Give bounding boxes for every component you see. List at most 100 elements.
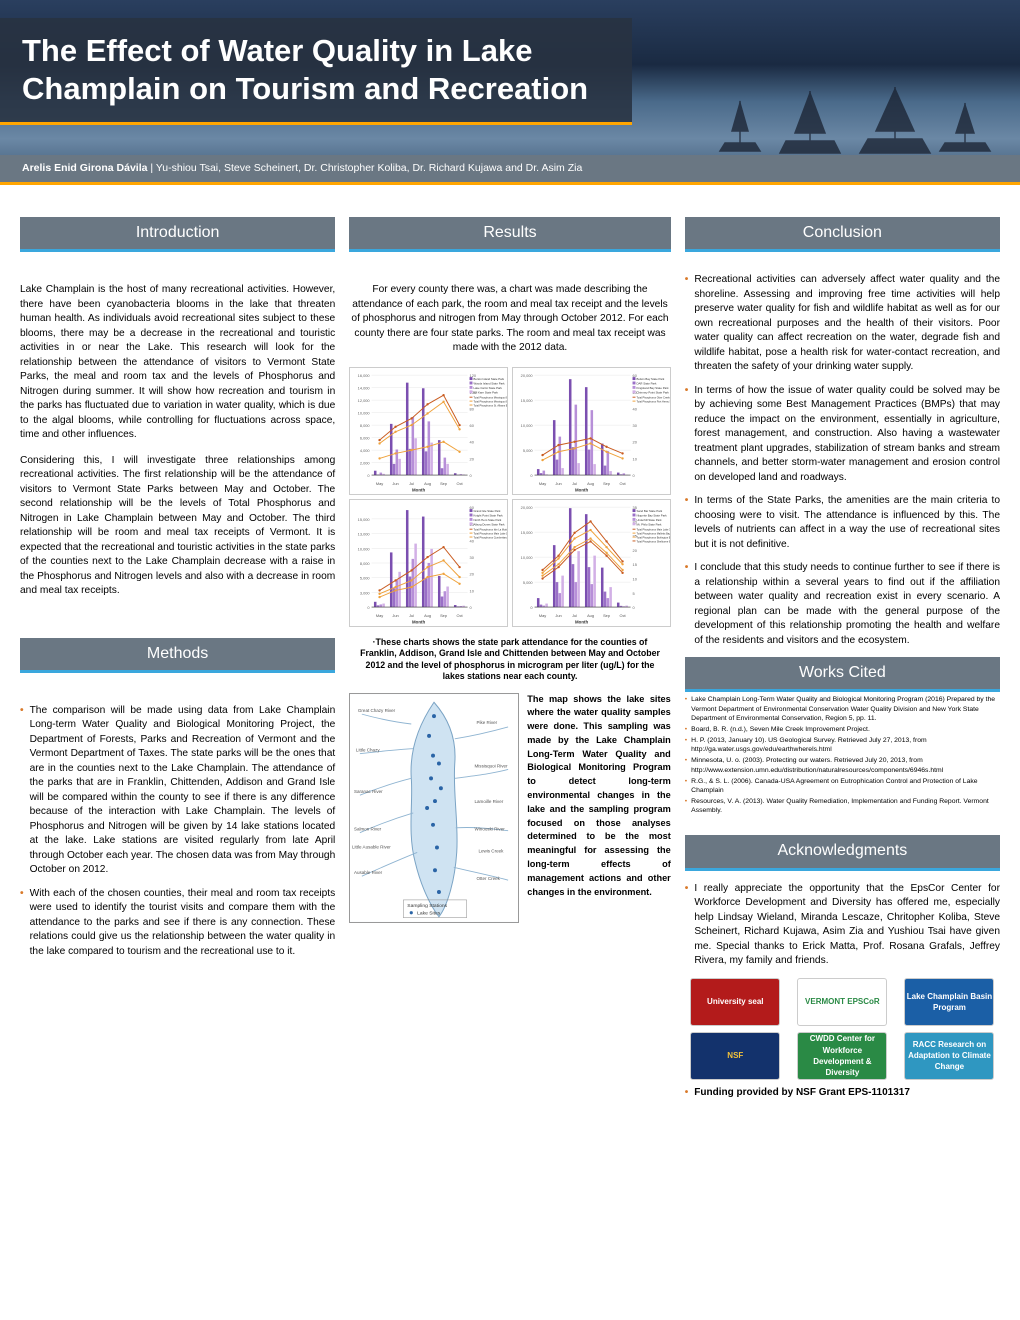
poster-body: Introduction Lake Champlain is the host … [0, 185, 1020, 1108]
map-description: The map shows the lake sites where the w… [527, 693, 671, 900]
section-results-head: Results [349, 217, 671, 252]
svg-text:Total Phosphorus Otter Creek S: Total Phosphorus Otter Creek Segment 17 [636, 396, 669, 399]
mini-chart-grand isle: 03,0005,0008,00010,00013,00015,000010203… [349, 499, 508, 627]
sponsor-logo: CWDD Center for Workforce Development & … [797, 1032, 887, 1080]
svg-text:5,000: 5,000 [523, 580, 534, 585]
svg-text:Little Ausable River: Little Ausable River [352, 844, 391, 849]
svg-text:8,000: 8,000 [360, 561, 371, 566]
svg-text:May: May [539, 613, 546, 618]
svg-text:Salmon River: Salmon River [354, 826, 382, 831]
svg-text:Oct: Oct [620, 481, 627, 486]
svg-text:15,000: 15,000 [358, 517, 371, 522]
conclusion-text: Recreational activities can adversely af… [685, 273, 1000, 648]
column-left: Introduction Lake Champlain is the host … [20, 217, 335, 1100]
svg-text:Sep: Sep [603, 613, 611, 618]
svg-text:15: 15 [633, 562, 638, 567]
svg-text:Knight Point State Park: Knight Point State Park [474, 513, 504, 517]
svg-text:30: 30 [470, 555, 475, 560]
title-band: The Effect of Water Quality in Lake Cham… [0, 18, 632, 125]
svg-text:Oct: Oct [620, 613, 627, 618]
svg-text:Month: Month [412, 488, 425, 493]
svg-text:20: 20 [470, 456, 475, 461]
svg-text:Total Phosphorus Isle La Motte: Total Phosphorus Isle La Motte 46 [474, 528, 507, 531]
svg-text:20: 20 [633, 440, 638, 445]
svg-text:Little Chazy: Little Chazy [356, 747, 380, 752]
mini-chart-chittenden: 05,00010,00015,00020,00005101520253035Ma… [512, 499, 671, 627]
section-methods-head: Methods [20, 638, 335, 673]
svg-text:0: 0 [633, 473, 636, 478]
svg-text:Jun: Jun [555, 481, 561, 486]
svg-text:Sep: Sep [440, 613, 448, 618]
author-band: Arelis Enid Girona Dávila | Yu-shiou Tsa… [0, 155, 1020, 185]
citation-item: Resources, V. A. (2013). Water Quality R… [685, 797, 1000, 815]
svg-text:Mt. Philo State Park: Mt. Philo State Park [636, 522, 662, 526]
svg-text:5: 5 [633, 591, 636, 596]
sponsor-logo: University seal [690, 978, 780, 1026]
svg-text:30: 30 [633, 423, 638, 428]
coauthors: Yu-shiou Tsai, Steve Scheinert, Dr. Chri… [156, 162, 582, 174]
svg-text:Jul: Jul [572, 481, 577, 486]
svg-text:Alburg Dunes State Park: Alburg Dunes State Park [474, 522, 506, 526]
svg-text:0: 0 [530, 605, 533, 610]
svg-text:North Hero State Park: North Hero State Park [474, 518, 502, 522]
svg-text:4,000: 4,000 [360, 448, 371, 453]
poster-header: The Effect of Water Quality in Lake Cham… [0, 0, 1020, 185]
svg-text:Burton Island State Park: Burton Island State Park [474, 377, 505, 381]
svg-text:20,000: 20,000 [521, 505, 534, 510]
svg-text:Month: Month [575, 620, 588, 625]
sponsor-logo: Lake Champlain Basin Program [904, 978, 994, 1026]
svg-text:40: 40 [470, 440, 475, 445]
header-boats-silhouette [700, 81, 1000, 161]
svg-text:Kill Kare State Park: Kill Kare State Park [474, 390, 499, 394]
citation-item: Board, B. R. (n.d.), Seven Mile Creek Im… [685, 725, 1000, 734]
sponsor-logo: NSF [690, 1032, 780, 1080]
svg-text:Total Phosphorus Main Lake 33: Total Phosphorus Main Lake 33 [636, 528, 669, 531]
intro-text: Lake Champlain is the host of many recre… [20, 283, 335, 598]
svg-text:Total Phosphorus Main Lake 19: Total Phosphorus Main Lake 19 [474, 532, 507, 535]
svg-text:10: 10 [633, 456, 638, 461]
svg-text:Niquette Bay State Park: Niquette Bay State Park [636, 513, 667, 517]
logo-row: University seal VERMONT EPSCoR Lake Champl… [685, 978, 1000, 1080]
svg-text:15,000: 15,000 [521, 530, 534, 535]
svg-text:May: May [539, 481, 546, 486]
mini-chart-addison: 05,00010,00015,00020,0000102030405060May… [512, 367, 671, 495]
svg-text:Oct: Oct [457, 481, 464, 486]
sponsor-logo: VERMONT EPSCoR [797, 978, 887, 1026]
svg-text:Saranac River: Saranac River [354, 789, 383, 794]
svg-text:Total Phosphorus Missisquoi Ba: Total Phosphorus Missisquoi Bay 50 [474, 396, 507, 399]
svg-text:May: May [376, 481, 383, 486]
section-conclusion-head: Conclusion [685, 217, 1000, 252]
svg-text:Missisquoi River: Missisquoi River [475, 763, 508, 768]
svg-text:10,000: 10,000 [358, 546, 371, 551]
section-ack-head: Acknowledgments [685, 835, 1000, 870]
svg-text:16,000: 16,000 [358, 373, 371, 378]
svg-text:May: May [376, 613, 383, 618]
svg-text:6,000: 6,000 [360, 435, 371, 440]
ack-text: I really appreciate the opportunity that… [685, 882, 1000, 969]
svg-text:Pike River: Pike River [477, 720, 498, 725]
svg-text:Woods Island State Park: Woods Island State Park [474, 381, 506, 385]
svg-text:Ausable River: Ausable River [354, 870, 383, 875]
funding-line: Funding provided by NSF Grant EPS-110131… [685, 1086, 1000, 1100]
charts-grid: 02,0004,0006,0008,00010,00012,00014,0001… [349, 367, 671, 627]
svg-text:0: 0 [530, 473, 533, 478]
poster-title: The Effect of Water Quality in Lake Cham… [22, 32, 610, 108]
svg-text:10,000: 10,000 [358, 410, 371, 415]
citation-item: R.G., & S. L. (2006). Canada-USA Agreeme… [685, 777, 1000, 795]
citation-item: Lake Champlain Long-Term Water Quality a… [685, 695, 1000, 723]
svg-text:40: 40 [633, 406, 638, 411]
svg-text:Total Phosphorus St. Albans Ba: Total Phosphorus St. Albans Bay 40 [474, 404, 507, 407]
svg-text:10: 10 [470, 588, 475, 593]
svg-text:Total Phosphorus Burlington Ba: Total Phosphorus Burlington Bay 21 [636, 536, 669, 539]
svg-text:Lake Carmi State Park: Lake Carmi State Park [474, 386, 503, 390]
methods-text: The comparison will be made using data f… [20, 704, 335, 959]
svg-text:10,000: 10,000 [521, 423, 534, 428]
svg-text:Jun: Jun [393, 481, 399, 486]
svg-text:Sep: Sep [603, 481, 611, 486]
svg-text:Total Phosphorus Shelburne Bay: Total Phosphorus Shelburne Bay 16 [636, 540, 669, 543]
svg-text:Total Phosphorus Missisquoi Ba: Total Phosphorus Missisquoi Bay Central … [474, 400, 507, 403]
section-works-head: Works Cited [685, 657, 1000, 692]
svg-text:8,000: 8,000 [360, 423, 371, 428]
svg-text:Chimney Point State Park: Chimney Point State Park [636, 390, 669, 394]
svg-text:0: 0 [633, 605, 636, 610]
